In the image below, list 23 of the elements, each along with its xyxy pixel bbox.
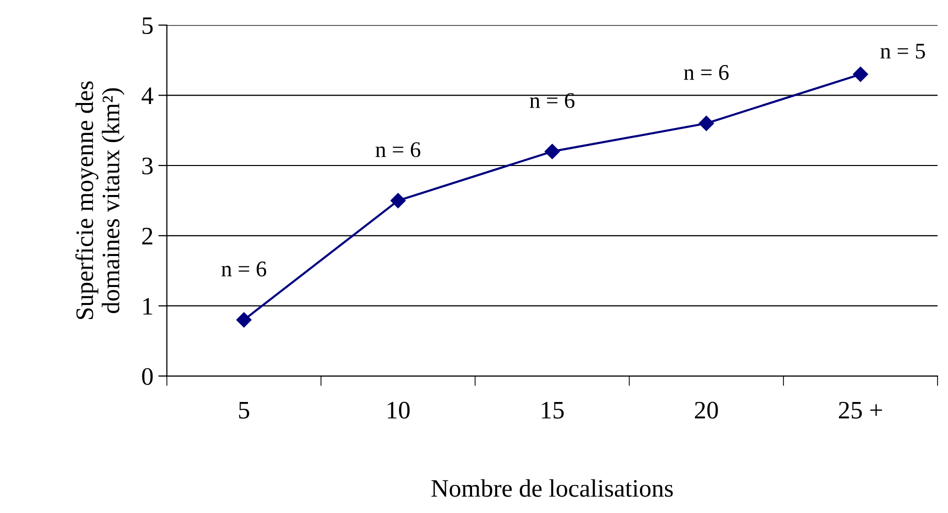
y-axis-title: Superficie moyenne des domaines vitaux (km²) — [75, 81, 124, 320]
x-tick-label: 25 + — [838, 402, 882, 419]
point — [698, 116, 714, 131]
y-tick-label: 5 — [142, 17, 153, 34]
point — [390, 193, 406, 208]
y-tick-label: 2 — [142, 228, 152, 244]
x-tick-label: 15 — [542, 402, 564, 419]
point — [852, 66, 868, 82]
x-tick-label: 20 — [694, 402, 718, 419]
point — [544, 144, 560, 160]
y-tick-label: 0 — [142, 368, 153, 385]
y-tick-label: 4 — [142, 88, 154, 104]
x-tick-label: 5 — [239, 402, 250, 419]
annotation: n = 6 — [530, 93, 574, 108]
annotation: n = 5 — [880, 44, 925, 59]
x-axis-title: Nombre de localisations — [431, 479, 673, 497]
y-tick-label: 3 — [142, 158, 153, 174]
annotation: n = 6 — [684, 65, 729, 80]
x-tick-label: 10 — [388, 402, 410, 419]
y-tick-label: 1 — [143, 298, 152, 315]
annotation: n = 6 — [222, 262, 266, 276]
point — [236, 312, 252, 328]
annotation: n = 6 — [376, 142, 420, 158]
